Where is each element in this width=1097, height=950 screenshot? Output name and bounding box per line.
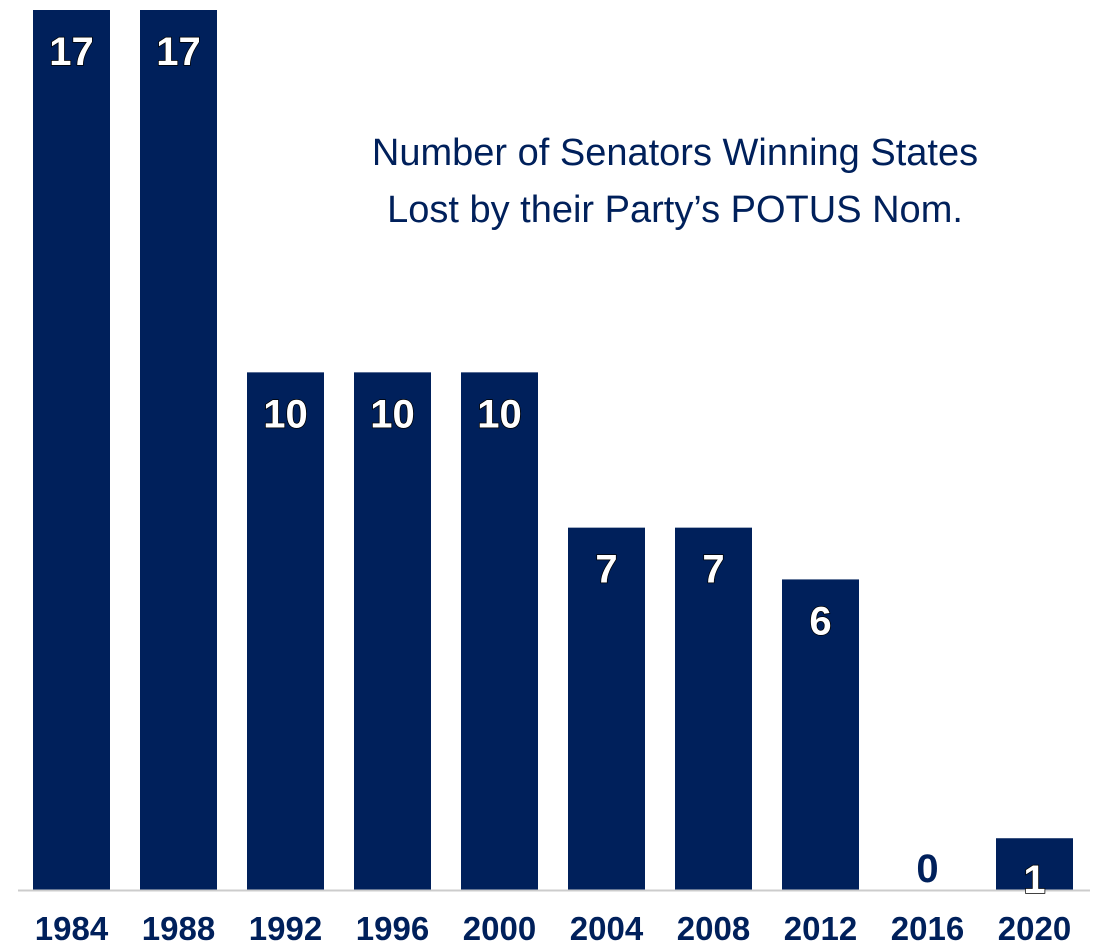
data-label-2016: 0 [916, 847, 938, 891]
bar-1988 [140, 10, 217, 890]
chart-title-line-2: Lost by their Party’s POTUS Nom. [387, 189, 963, 231]
bar-2012 [782, 579, 859, 890]
x-tick-label-1992: 1992 [249, 910, 322, 947]
x-tick-label-2008: 2008 [677, 910, 750, 947]
x-tick-label-2020: 2020 [998, 910, 1071, 947]
data-label-1988: 17 [156, 30, 201, 74]
data-label-2020: 1 [1023, 858, 1045, 902]
bar-2000 [461, 372, 538, 891]
x-tick-label-2016: 2016 [891, 910, 964, 947]
data-label-2000: 10 [477, 392, 522, 436]
bar-1996 [354, 372, 431, 891]
bar-2008 [675, 527, 752, 890]
x-tick-label-1984: 1984 [35, 910, 109, 947]
data-label-1996: 10 [370, 392, 415, 436]
bar-1992 [247, 372, 324, 891]
bar-2004 [568, 527, 645, 890]
x-tick-label-2000: 2000 [463, 910, 536, 947]
data-label-1992: 10 [263, 392, 308, 436]
bar-1984 [33, 10, 110, 890]
data-label-2012: 6 [809, 599, 831, 643]
x-tick-label-1996: 1996 [356, 910, 429, 947]
x-tick-label-1988: 1988 [142, 910, 215, 947]
data-label-2004: 7 [595, 548, 617, 592]
data-label-1984: 17 [49, 30, 94, 74]
data-label-2008: 7 [702, 548, 724, 592]
x-tick-label-2004: 2004 [570, 910, 644, 947]
bar-2020 [996, 838, 1073, 890]
x-tick-label-2012: 2012 [784, 910, 857, 947]
chart-title-line-1: Number of Senators Winning States [372, 132, 978, 174]
bars-group [33, 10, 1073, 891]
x-tick-labels-group: 1984 1988 1992 1996 2000 2004 2008 2012 2016 2020 [35, 910, 1071, 947]
data-labels-group: 17 17 10 10 10 7 7 6 0 1 [49, 29, 1047, 903]
